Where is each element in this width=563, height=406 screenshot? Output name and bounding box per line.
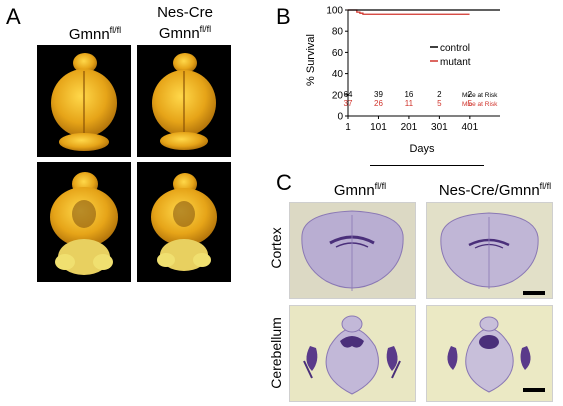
genotype-sup: fl/fl bbox=[109, 25, 122, 35]
panel-c-letter: C bbox=[276, 170, 292, 195]
risk-label-mutant: Mice at Risk bbox=[462, 101, 498, 108]
y-tick-label: 80 bbox=[332, 27, 344, 38]
risk-value-control: 2 bbox=[437, 90, 442, 99]
y-tick-label: 0 bbox=[337, 112, 343, 123]
chart-axes: 0 20 40 60 80 100 1 101 201 301 401 bbox=[326, 6, 500, 133]
panel-a-col1-label: Gmnnfl/fl bbox=[40, 22, 150, 43]
risk-value-mutant: 26 bbox=[374, 99, 383, 108]
histology-cortex-mutant bbox=[426, 202, 553, 299]
panel-c-col1-label: Gmnnfl/fl bbox=[305, 178, 415, 199]
legend-mutant-label: mutant bbox=[440, 57, 471, 68]
row-label-cortex: Cortex bbox=[268, 227, 284, 269]
histology-cortex-control bbox=[289, 202, 416, 299]
genotype-base: Gmnn bbox=[333, 182, 375, 199]
brain-photo-control-dorsal bbox=[37, 45, 131, 157]
genotype-line1: Nes-Cre bbox=[157, 4, 213, 21]
panel-a-letter: A bbox=[6, 4, 21, 29]
brain-photo-mutant-dorsal bbox=[137, 45, 231, 157]
x-tick-label: 201 bbox=[401, 122, 418, 133]
risk-value-mutant: 37 bbox=[344, 99, 353, 108]
risk-value-mutant: 5 bbox=[437, 99, 442, 108]
histology-cerebellum-control bbox=[289, 305, 416, 402]
x-tick-label: 101 bbox=[370, 122, 387, 133]
divider-line bbox=[370, 165, 484, 166]
y-tick-label: 20 bbox=[332, 90, 344, 101]
chart-lines bbox=[347, 9, 500, 15]
x-tick-label: 301 bbox=[431, 122, 448, 133]
risk-row-mutant: 37 26 11 5 5 bbox=[344, 99, 473, 108]
risk-value-control: 16 bbox=[404, 90, 413, 99]
genotype-base: Nes-Cre/Gmnn bbox=[438, 182, 540, 199]
scale-bar bbox=[523, 291, 545, 295]
row-label-cerebellum: Cerebellum bbox=[268, 317, 284, 389]
histology-cerebellum-mutant bbox=[426, 305, 553, 402]
genotype-sup: fl/fl bbox=[199, 24, 212, 34]
survival-chart: 0 20 40 60 80 100 1 101 201 301 401 % Survival Day… bbox=[305, 6, 500, 155]
risk-value-mutant: 5 bbox=[468, 99, 473, 108]
y-tick-label: 40 bbox=[332, 69, 344, 80]
risk-value-mutant: 11 bbox=[405, 99, 414, 108]
brain-photo-mutant-ventral bbox=[137, 162, 231, 282]
genotype-sup: fl/fl bbox=[539, 181, 552, 191]
scale-bar bbox=[523, 388, 545, 392]
risk-value-control: 64 bbox=[344, 90, 353, 99]
genotype-sup: fl/fl bbox=[374, 181, 387, 191]
panel-b-letter: B bbox=[276, 4, 291, 29]
x-tick-label: 1 bbox=[345, 122, 351, 133]
risk-label-control: Mice at Risk bbox=[462, 92, 498, 99]
y-axis-label: % Survival bbox=[305, 34, 317, 86]
risk-value-control: 39 bbox=[374, 90, 383, 99]
brain-photo-control-ventral bbox=[37, 162, 131, 282]
y-tick-label: 60 bbox=[332, 48, 344, 59]
panel-a-col2-label: Nes-Cre Gmnnfl/fl bbox=[130, 4, 240, 42]
risk-value-control: 2 bbox=[468, 90, 473, 99]
x-tick-label: 401 bbox=[461, 122, 478, 133]
x-axis-label: Days bbox=[409, 143, 435, 155]
panel-c-col2-label: Nes-Cre/Gmnnfl/fl bbox=[430, 178, 560, 199]
genotype-base: Gmnn bbox=[68, 26, 110, 43]
y-tick-label: 100 bbox=[326, 6, 343, 17]
risk-row-control: 64 39 16 2 2 bbox=[344, 90, 473, 99]
genotype-base: Gmnn bbox=[158, 25, 200, 42]
legend-control-label: control bbox=[440, 43, 470, 54]
